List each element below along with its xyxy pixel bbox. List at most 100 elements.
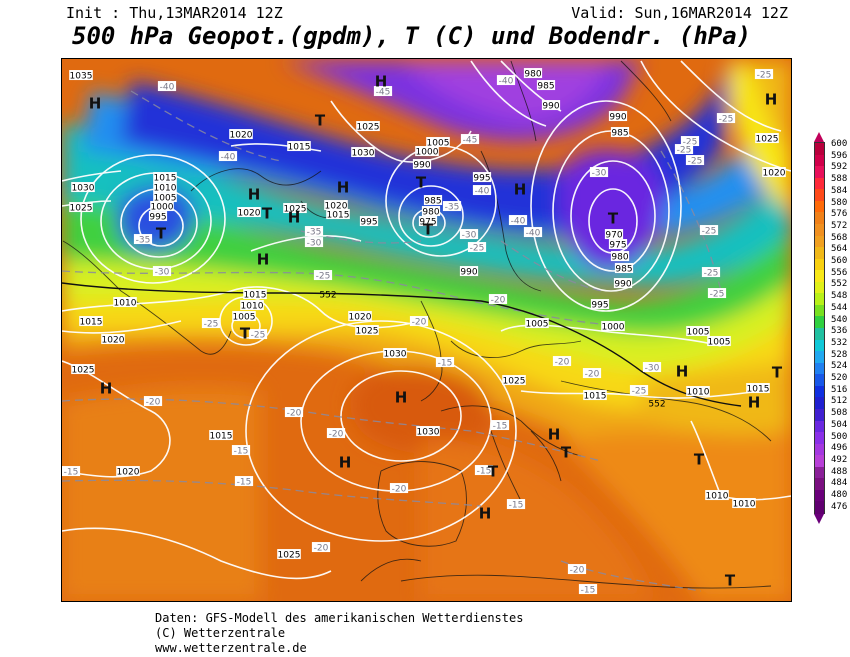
legend-swatch (815, 362, 824, 375)
temperature-label: -15 (477, 466, 492, 476)
pressure-label-bg (69, 70, 93, 81)
pressure-label: 1010 (114, 298, 137, 308)
init-time: Init : Thu,13MAR2014 12Z (66, 4, 283, 22)
pressure-label: 1010 (241, 301, 264, 311)
temperature-label: -20 (585, 369, 600, 379)
temperature-label-bg (680, 136, 700, 147)
temperature-label: -40 (221, 152, 236, 162)
temperature-label: -25 (704, 268, 719, 278)
legend-color-bar (814, 142, 825, 514)
pressure-label-bg (423, 195, 443, 206)
legend-swatch (815, 420, 824, 433)
temperature-label: -45 (463, 135, 478, 145)
temperature-label: -30 (462, 230, 477, 240)
pressure-label: 975 (609, 240, 626, 250)
legend-label: 548 (831, 291, 848, 302)
legend-swatch (815, 408, 824, 421)
pressure-center-label: T (156, 225, 167, 243)
pressure-label-bg (71, 182, 95, 193)
legend-label: 480 (831, 490, 848, 500)
legend-swatch (815, 316, 824, 329)
pressure-label: 1015 (154, 173, 177, 183)
pressure-label: 1025 (503, 376, 526, 386)
pressure-label-bg (418, 216, 438, 227)
temperature-label: -15 (509, 500, 524, 510)
legend-label: 540 (831, 314, 848, 325)
legend-label: 572 (831, 220, 848, 231)
legend-bottom-arrow (814, 514, 824, 524)
temperature-label: -25 (710, 289, 725, 299)
pressure-center-label: H (514, 181, 527, 199)
legend-label: 500 (831, 431, 848, 442)
legend-swatch (815, 154, 824, 167)
pressure-label-bg (746, 383, 770, 394)
pressure-label-bg (356, 121, 380, 132)
temperature-label: -25 (702, 226, 717, 236)
pressure-label: 1000 (151, 202, 174, 212)
legend-swatch (815, 351, 824, 364)
pressure-label: 1020 (763, 168, 786, 178)
pressure-label: 1025 (756, 134, 779, 144)
weather-map: 1035 1020 1015 1025 1030 1005 1000 990 995 980 985… (61, 58, 792, 602)
pressure-label-bg (209, 430, 233, 441)
pressure-label-bg (536, 80, 556, 91)
temperature-label-bg (674, 144, 694, 155)
pressure-label: 1030 (417, 427, 440, 437)
temperature-label: -20 (329, 429, 344, 439)
legend-swatch (815, 478, 824, 491)
legend-swatch (815, 339, 824, 352)
legend-label: 556 (831, 267, 848, 278)
pressure-label: 1000 (602, 322, 625, 332)
temperature-label: -25 (677, 145, 692, 155)
legend-swatch (815, 432, 824, 445)
pressure-label-bg (762, 167, 786, 178)
pressure-label-bg (583, 390, 607, 401)
temperature-label-bg (459, 229, 479, 240)
pressure-label: 995 (591, 300, 608, 310)
legend-label: 524 (831, 361, 848, 372)
pressure-label-bg (351, 147, 375, 158)
temperature-label-bg (716, 113, 736, 124)
legend-label: 496 (831, 443, 848, 454)
credits-website[interactable]: www.wetterzentrale.de (155, 641, 307, 655)
temperature-label-bg (578, 584, 598, 595)
temperature-label-bg (326, 428, 346, 439)
temperature-label: -15 (581, 585, 596, 595)
legend-swatch (815, 247, 824, 260)
temperature-label-bg (304, 237, 324, 248)
temperature-label-bg (442, 201, 462, 212)
temperature-label-bg (435, 357, 455, 368)
pressure-label: 1005 (427, 138, 450, 148)
legend-swatch (815, 223, 824, 236)
temperature-label-bg (488, 294, 508, 305)
legend-label: 528 (831, 349, 848, 360)
pressure-label: 980 (524, 69, 541, 79)
pressure-center-label: H (100, 380, 113, 398)
legend-swatch (815, 270, 824, 283)
pressure-label-bg (243, 289, 267, 300)
pressure-label-bg (604, 229, 624, 240)
temperature-label-bg (201, 318, 221, 329)
pressure-label: 1005 (233, 312, 256, 322)
temperature-label-bg (642, 362, 662, 373)
pressure-label-bg (472, 172, 492, 183)
legend-label: 516 (831, 384, 848, 395)
pressure-label-bg (686, 326, 710, 337)
pressure-label: 1010 (154, 183, 177, 193)
temperature-label-bg (389, 483, 409, 494)
temperature-label-bg (496, 75, 516, 86)
pressure-label: 1020 (325, 201, 348, 211)
legend-swatch (815, 166, 824, 179)
pressure-label: 985 (611, 128, 628, 138)
pressure-label-bg (287, 141, 311, 152)
temperature-label-bg (754, 69, 774, 80)
pressure-center-label: T (561, 444, 572, 462)
temperature-label: -25 (204, 319, 219, 329)
temperature-label-bg (589, 167, 609, 178)
legend-label: 588 (831, 174, 848, 185)
pressure-label: 1030 (72, 183, 95, 193)
pressure-label-bg (237, 207, 261, 218)
legend-label: 512 (831, 396, 848, 407)
pressure-center-label: H (676, 363, 689, 381)
